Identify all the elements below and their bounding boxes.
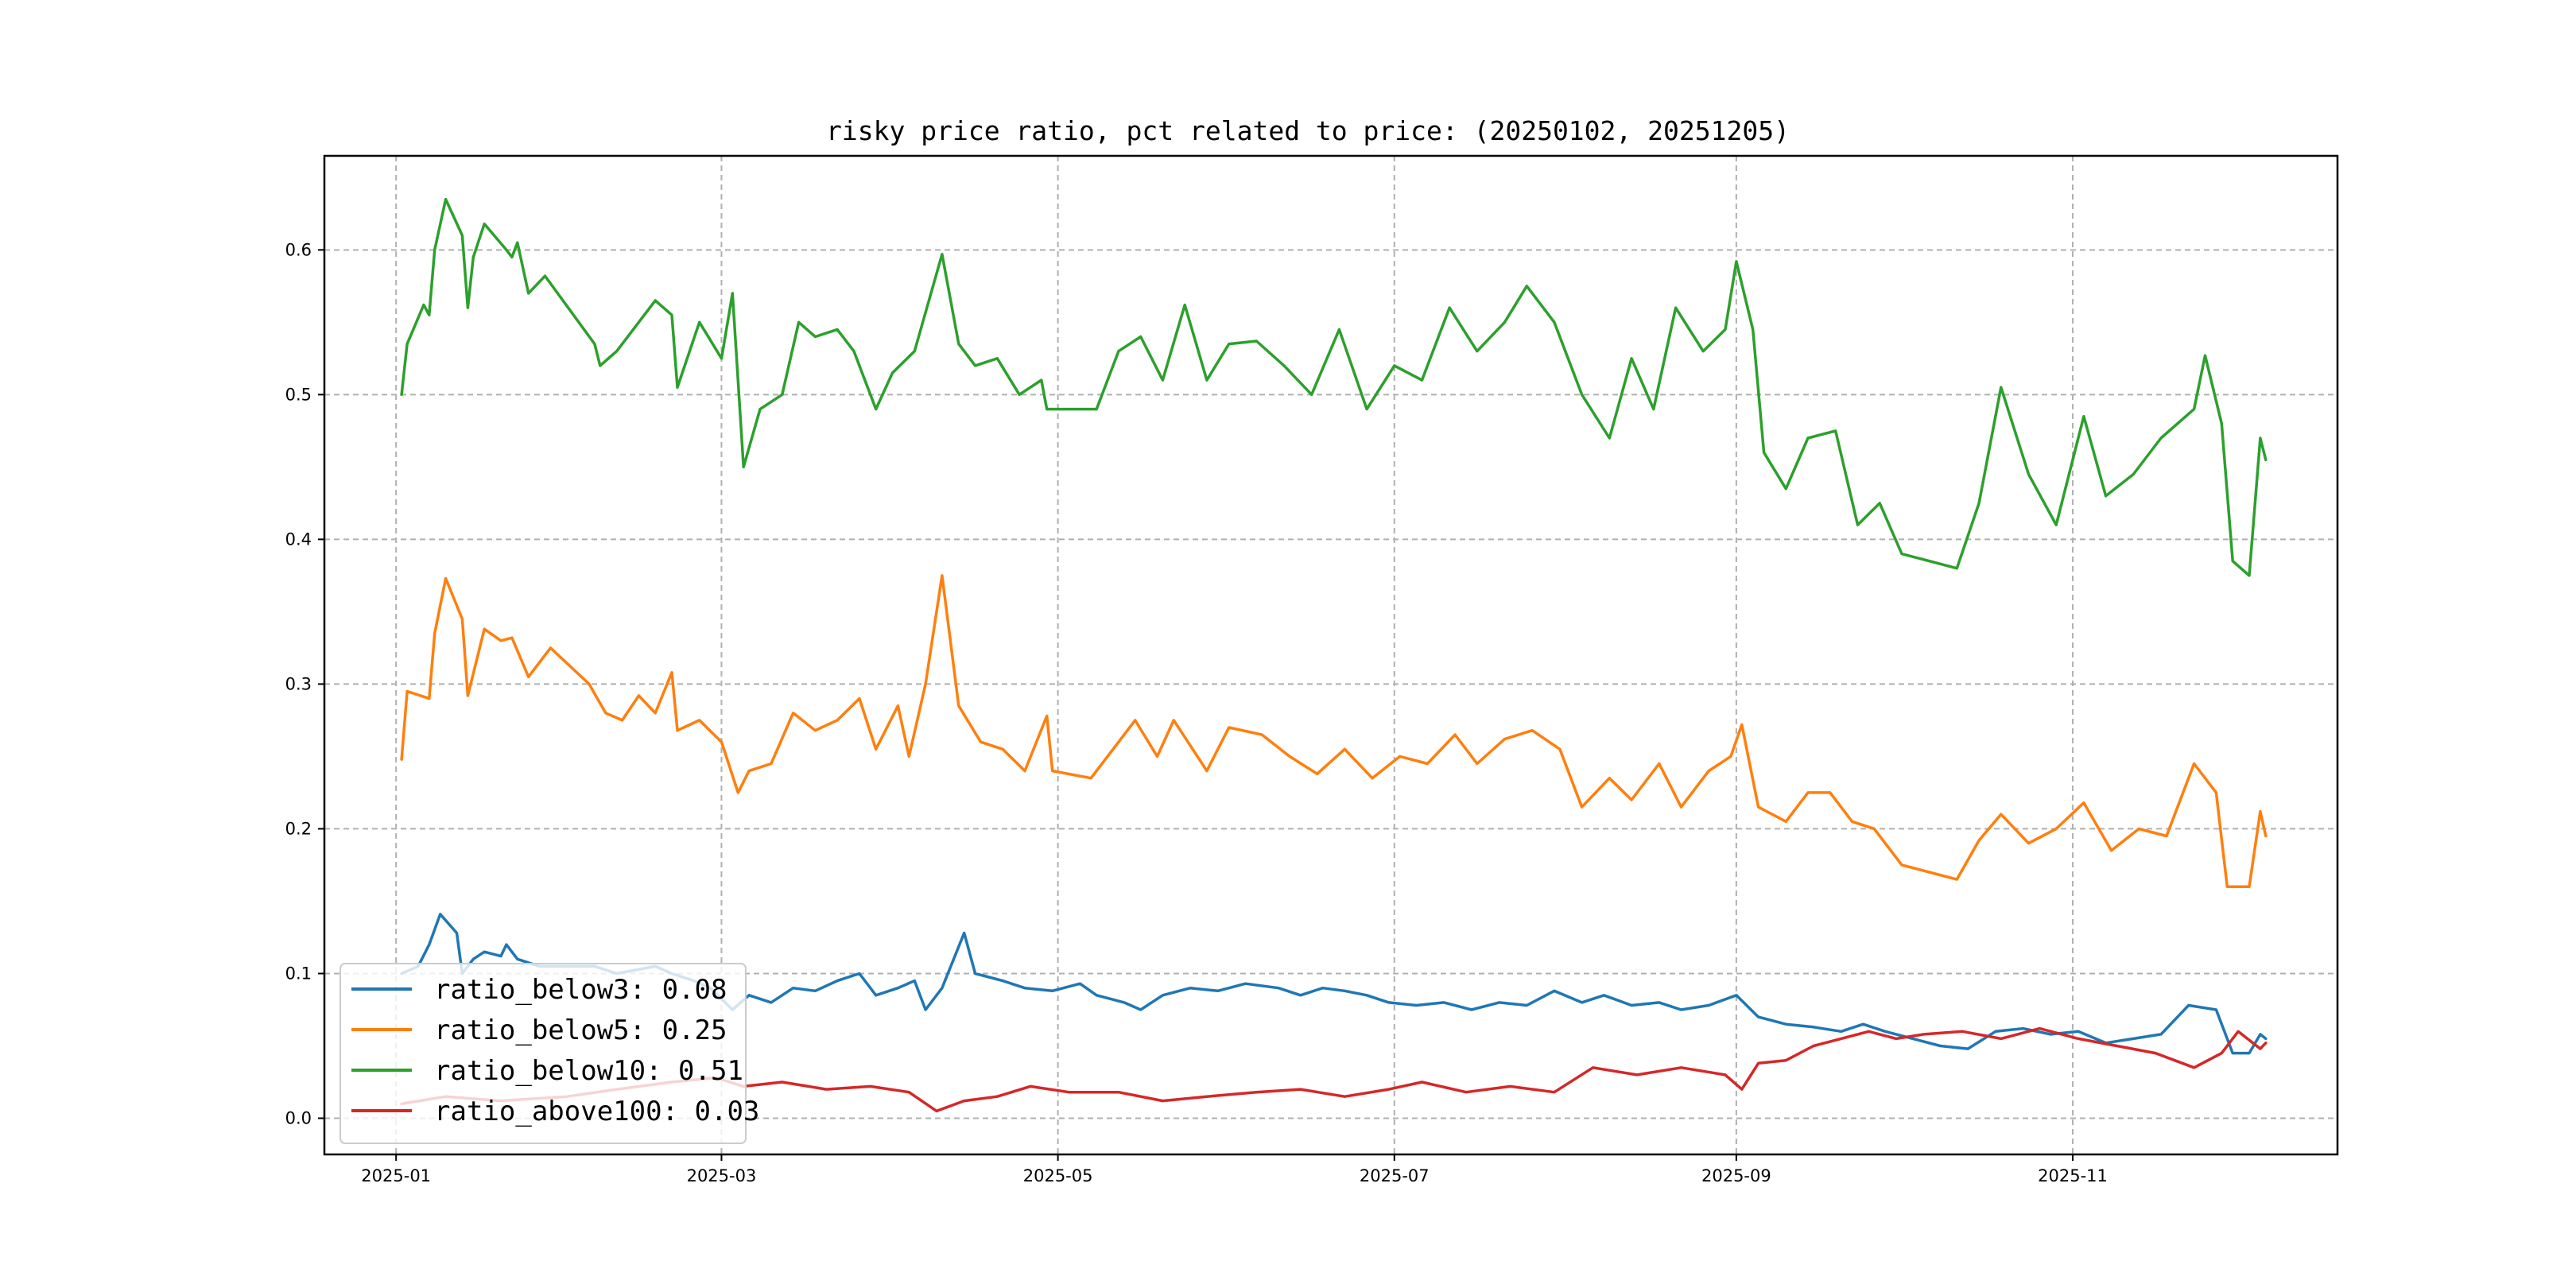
x-tick-label: 2025-07 [1360,1166,1430,1185]
legend-label-ratio_below5: ratio_below5: 0.25 [434,1014,727,1046]
y-tick-label: 0.1 [285,964,312,983]
legend-label-ratio_below3: ratio_below3: 0.08 [434,974,727,1006]
y-tick-label: 0.5 [285,385,312,404]
plot-frame [323,154,2339,1156]
x-tick-label: 2025-01 [361,1166,431,1185]
x-tick-label: 2025-11 [2038,1166,2108,1185]
legend-label-ratio_below10: ratio_below10: 0.51 [434,1055,743,1087]
series-line-ratio_above100 [400,1026,2268,1113]
y-tick-label: 0.0 [285,1108,312,1127]
y-axis: 0.0 0.1 0.2 0.3 0.4 0.5 0.6 [285,240,324,1127]
y-tick-label: 0.4 [285,530,312,549]
legend: ratio_below3: 0.08 ratio_below5: 0.25 rati… [339,963,759,1144]
x-tick-label: 2025-09 [1701,1166,1771,1185]
y-tick-label: 0.2 [285,819,312,838]
x-tick-label: 2025-05 [1023,1166,1093,1185]
x-axis: 2025-01 2025-03 2025-05 2025-07 2025-09 2025-… [361,1154,2108,1185]
y-tick-label: 0.3 [285,674,312,693]
legend-label-ratio_above100: ratio_above100: 0.03 [434,1096,759,1127]
series-line-ratio_below10 [400,197,2268,577]
legend-box [339,963,747,1144]
chart-title: risky price ratio, pct related to price:… [826,115,1790,146]
x-tick-label: 2025-03 [687,1166,757,1185]
y-tick-label: 0.6 [285,240,312,259]
series-line-ratio_below5 [400,574,2268,888]
